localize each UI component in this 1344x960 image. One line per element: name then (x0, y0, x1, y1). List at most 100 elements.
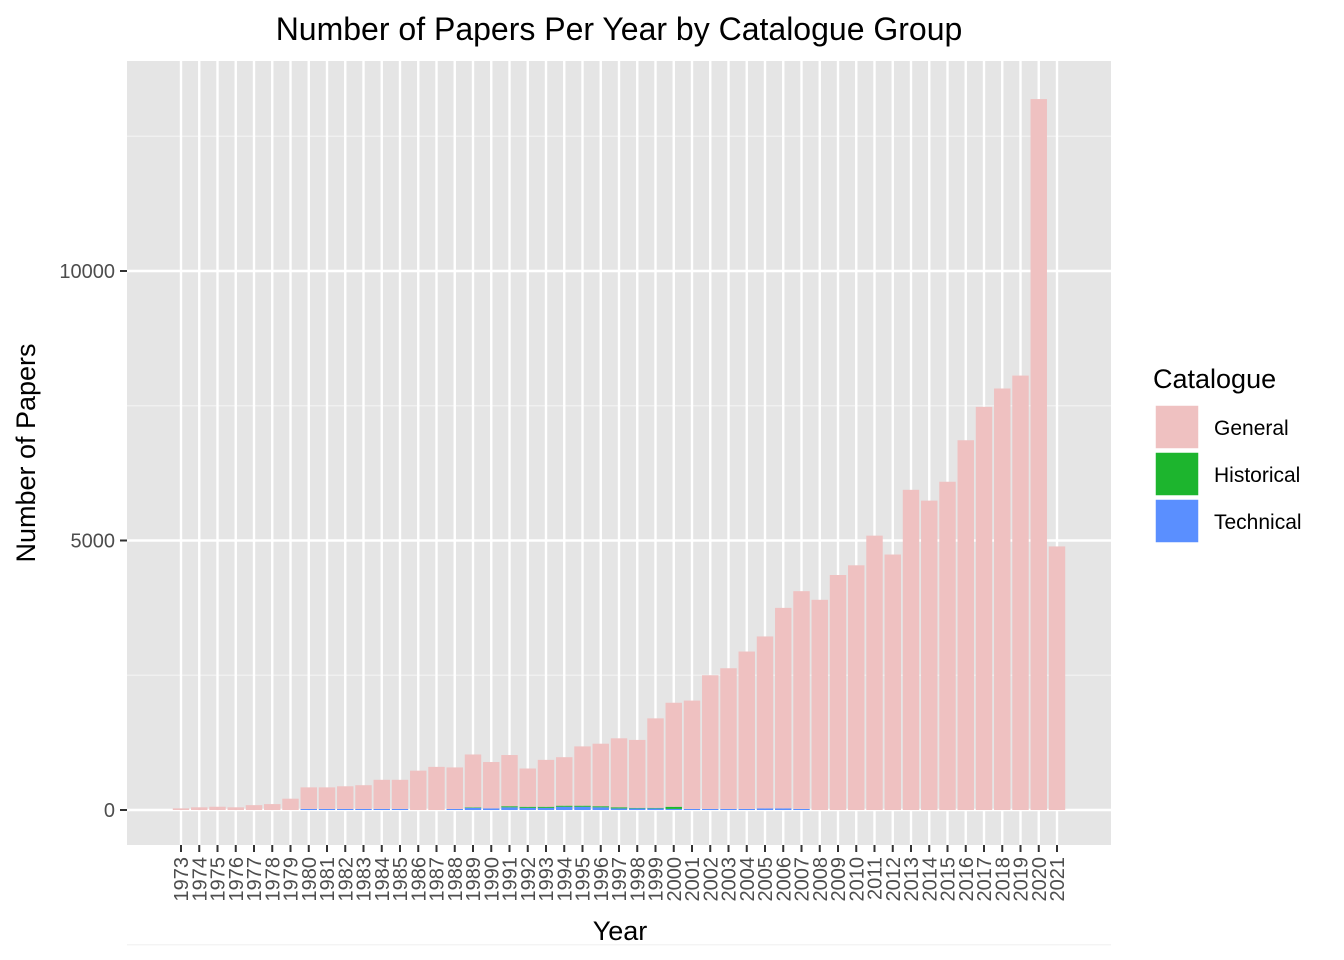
bar-general-1989 (464, 754, 482, 808)
bar-general-2009 (829, 574, 847, 810)
x-axis-title: Year (593, 916, 648, 946)
bar-technical-1997 (610, 808, 628, 810)
bar-historical-1996 (592, 806, 609, 808)
x-tick-label: 1981 (317, 857, 339, 902)
x-tick-label: 1997 (609, 857, 631, 902)
bar-general-2018 (994, 388, 1011, 810)
x-tick-label: 1974 (189, 857, 211, 902)
bar-general-1999 (647, 718, 664, 808)
bar-technical-2002 (702, 808, 719, 810)
x-tick-label: 2001 (682, 857, 704, 902)
bar-general-1997 (610, 738, 628, 808)
bar-historical-1989 (464, 807, 482, 808)
legend-label-general: General (1214, 417, 1289, 440)
bar-general-2006 (775, 607, 792, 809)
x-tick-label: 2003 (719, 857, 741, 902)
bar-technical-1996 (592, 807, 609, 810)
x-tick-label: 1984 (372, 857, 394, 902)
x-tick-label: 2014 (919, 857, 941, 902)
bar-general-1990 (483, 762, 500, 809)
bar-technical-1994 (556, 806, 573, 810)
bar-historical-1993 (537, 806, 555, 808)
bar-general-1992 (519, 768, 536, 807)
x-tick-label: 1999 (646, 857, 668, 902)
x-tick-label: 2016 (956, 857, 978, 902)
legend-label-historical: Historical (1214, 464, 1300, 487)
bar-general-1976 (227, 807, 244, 810)
bar-technical-1991 (501, 807, 518, 810)
bar-general-1983 (355, 785, 372, 809)
y-tick-label: 5000 (71, 531, 116, 553)
bar-historical-1994 (556, 805, 573, 807)
bar-general-2005 (756, 636, 774, 809)
x-tick-label: 2018 (992, 857, 1014, 902)
bar-general-2010 (848, 565, 865, 810)
bar-general-2001 (683, 700, 701, 809)
bar-general-1979 (282, 798, 299, 810)
bar-general-1980 (300, 787, 317, 809)
x-tick-label: 1993 (536, 857, 558, 902)
x-tick-label: 1980 (299, 857, 321, 902)
bar-general-2003 (720, 668, 737, 809)
x-tick-label: 2004 (737, 857, 759, 902)
x-tick-label: 2000 (664, 857, 686, 902)
bar-technical-1999 (647, 808, 664, 810)
x-tick-label: 1978 (262, 857, 284, 902)
x-tick-label: 2005 (755, 857, 777, 902)
bar-technical-2007 (793, 808, 810, 810)
bar-technical-1980 (300, 808, 317, 810)
bar-technical-1992 (519, 807, 536, 810)
x-tick-label: 2011 (865, 857, 887, 900)
bar-technical-2006 (775, 808, 792, 810)
bar-technical-1984 (373, 808, 390, 810)
x-tick-label: 1988 (445, 857, 467, 902)
bar-general-2021 (1048, 546, 1066, 810)
x-tick-label: 2019 (1011, 857, 1033, 902)
bar-general-2002 (702, 675, 719, 809)
bar-technical-1989 (464, 807, 482, 810)
chart-title: Number of Papers Per Year by Catalogue G… (276, 11, 963, 47)
x-tick-label: 1998 (627, 857, 649, 902)
legend-key-historical (1154, 451, 1200, 497)
bar-general-1984 (373, 779, 390, 809)
x-tick-label: 2007 (792, 857, 814, 902)
x-tick-label: 1992 (518, 857, 540, 902)
bar-technical-1982 (337, 808, 354, 810)
bar-technical-2001 (683, 808, 701, 810)
x-tick-label: 1996 (591, 857, 613, 902)
x-axis: 1973197419751976197719781979198019811982… (171, 845, 1069, 902)
bar-technical-1993 (537, 807, 555, 810)
bar-general-1985 (391, 779, 409, 809)
bar-general-1993 (537, 759, 555, 807)
bar-general-2013 (902, 489, 920, 810)
bar-general-2014 (921, 500, 938, 810)
bar-general-2015 (939, 481, 956, 810)
bar-historical-1998 (629, 807, 646, 809)
x-tick-label: 1975 (208, 857, 230, 902)
bar-technical-2004 (738, 808, 755, 810)
y-tick-label: 0 (104, 800, 115, 822)
bar-general-1977 (245, 805, 263, 810)
bar-general-1982 (337, 786, 354, 809)
bar-general-2011 (866, 535, 883, 810)
bars (172, 99, 1066, 810)
bar-general-1996 (592, 743, 609, 807)
x-tick-label: 1989 (463, 857, 485, 902)
x-tick-label: 1976 (226, 857, 248, 902)
bar-historical-2000 (665, 806, 682, 809)
bar-general-2019 (1012, 375, 1029, 810)
bar-technical-2003 (720, 808, 737, 810)
x-tick-label: 2015 (938, 857, 960, 902)
y-axis-title: Number of Papers (11, 343, 41, 562)
bar-general-2004 (738, 651, 755, 809)
x-tick-label: 2010 (846, 857, 868, 902)
legend: Catalogue General Historical Technical (1153, 364, 1302, 544)
bar-technical-2005 (756, 808, 774, 810)
bar-general-1973 (172, 808, 190, 810)
x-tick-label: 1982 (335, 857, 357, 902)
bar-technical-1985 (391, 808, 409, 810)
x-tick-label: 2002 (700, 857, 722, 902)
x-tick-label: 2013 (901, 857, 923, 902)
legend-key-technical (1154, 498, 1200, 544)
